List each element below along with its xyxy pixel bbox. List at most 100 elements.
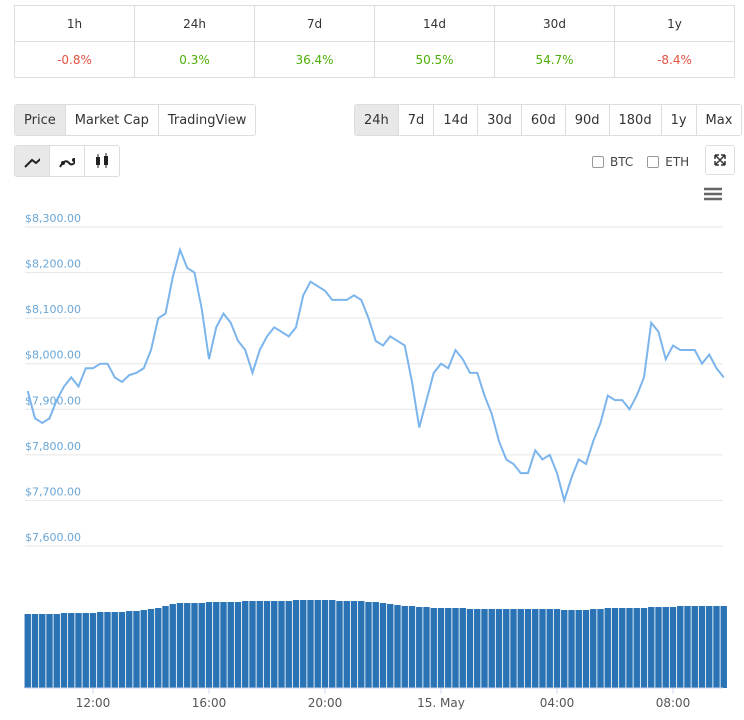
volume-bar [655, 607, 662, 688]
volume-bar [691, 606, 698, 688]
tab[interactable]: Price [15, 105, 66, 135]
volume-bar [169, 604, 176, 688]
volume-bar [408, 606, 416, 688]
volume-bar [503, 609, 510, 688]
volume-bar [256, 601, 263, 688]
range-button[interactable]: 60d [521, 105, 566, 135]
volume-bar [669, 607, 677, 688]
menu-icon[interactable] [704, 187, 722, 201]
volume-bar [452, 608, 459, 688]
volume-bar [611, 608, 619, 688]
volume-bar [532, 609, 539, 688]
volume-bar [481, 609, 488, 688]
volume-bar [307, 600, 314, 688]
volume-bar [430, 608, 437, 688]
range-button[interactable]: 1y [661, 105, 697, 135]
volume-bar [68, 613, 75, 688]
checkbox[interactable] [592, 156, 604, 168]
volume-bar [553, 609, 561, 688]
volume-bar [46, 614, 53, 688]
volume-bar [300, 600, 307, 688]
column-header: 1y [615, 6, 735, 42]
volume-bar [568, 610, 575, 688]
volume-bar [510, 609, 517, 688]
volume-bar [104, 612, 111, 688]
volume-bar [89, 613, 97, 688]
volume-bar [466, 609, 474, 688]
spline-icon[interactable] [50, 146, 85, 176]
volume-bar [82, 613, 89, 688]
volume-bar [517, 609, 524, 688]
y-tick-label: $7,600.00 [25, 531, 81, 544]
volume-bar [561, 610, 568, 688]
compare-options: BTC ETH [592, 155, 689, 169]
x-tick-label: 16:00 [192, 696, 227, 710]
range-button[interactable]: 7d [398, 105, 435, 135]
volume-bar [126, 611, 133, 688]
change-value: 0.3% [135, 42, 255, 78]
volume-bar [372, 602, 379, 688]
volume-bar [546, 609, 553, 688]
change-value: -0.8% [15, 42, 135, 78]
volume-bar [285, 601, 292, 688]
column-header: 14d [375, 6, 495, 42]
checkbox[interactable] [647, 156, 660, 168]
tab[interactable]: TradingView [158, 105, 256, 135]
volume-bar [604, 608, 611, 688]
volume-bar [713, 606, 720, 688]
volume-bar [379, 603, 387, 688]
candle-icon[interactable] [85, 146, 119, 176]
column-header: 24h [135, 6, 255, 42]
x-tick-label: 20:00 [308, 696, 343, 710]
volume-bar [111, 612, 118, 688]
compare-option[interactable]: BTC [592, 155, 633, 169]
range-button[interactable]: 24h [355, 105, 399, 135]
tab[interactable]: Market Cap [65, 105, 159, 135]
volume-bar [213, 602, 220, 688]
volume-bar [706, 606, 713, 688]
volume-bar [720, 606, 727, 688]
range-group: 24h 7d 14d 30d 60d 90d 180d 1y Max [354, 104, 743, 136]
fullscreen-button[interactable] [705, 145, 735, 175]
range-button[interactable]: 180d [609, 105, 662, 135]
volume-bar [205, 602, 213, 688]
volume-bar [220, 602, 227, 688]
column-header: 1h [15, 6, 135, 42]
volume-bar [263, 601, 271, 688]
volume-bar [271, 601, 278, 688]
y-tick-label: $8,000.00 [25, 349, 81, 362]
line-icon[interactable] [15, 146, 50, 176]
x-tick-label: 12:00 [76, 696, 111, 710]
chart-type-group [14, 145, 120, 177]
volume-bar [249, 601, 256, 688]
price-line [26, 246, 725, 505]
volume-bar [292, 600, 300, 688]
volume-bar [97, 612, 104, 688]
range-button[interactable]: Max [696, 105, 742, 135]
volume-bar [633, 608, 640, 688]
range-button[interactable]: 30d [478, 105, 522, 135]
volume-bar [677, 606, 684, 688]
volume-bar [191, 603, 198, 688]
volume-bar [133, 611, 140, 688]
range-button[interactable]: 14d [434, 105, 479, 135]
volume-bar [162, 606, 169, 688]
compare-option[interactable]: ETH [647, 155, 689, 169]
volume-bar [336, 601, 343, 688]
volume-bar [416, 607, 423, 688]
volume-bar [365, 602, 372, 688]
volume-bar [329, 600, 336, 688]
change-value: 50.5% [375, 42, 495, 78]
volume-bar [437, 608, 445, 688]
volume-bar [234, 602, 242, 688]
column-header: 30d [495, 6, 615, 42]
range-button[interactable]: 90d [565, 105, 610, 135]
volume-bar [582, 610, 590, 688]
volume-bar [387, 604, 394, 688]
volume-bar [198, 603, 205, 688]
volume-bar [147, 609, 155, 688]
volume-bar [488, 609, 495, 688]
column-header: 7d [255, 6, 375, 42]
